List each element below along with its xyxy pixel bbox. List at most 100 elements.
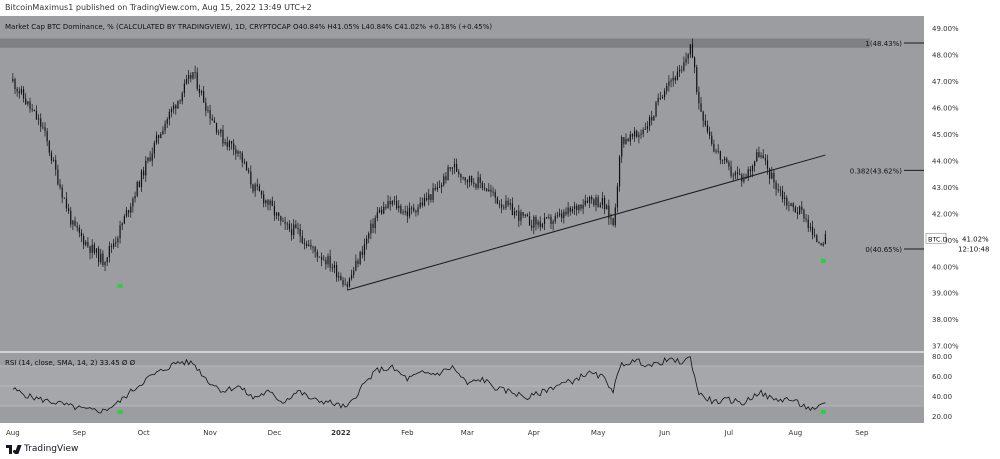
candle-body — [72, 220, 74, 225]
candle-body — [323, 259, 325, 261]
candle-body — [162, 130, 164, 135]
candle-body — [348, 278, 351, 287]
candle-body — [608, 205, 610, 219]
candle-body — [398, 205, 400, 209]
candle-body — [603, 198, 606, 210]
bottom-signal-marker — [820, 258, 826, 263]
candle-body — [44, 127, 46, 132]
candle-body — [389, 201, 391, 205]
candle-body — [567, 207, 569, 215]
candle-body — [520, 212, 522, 221]
candle-body — [87, 241, 89, 247]
candle-body — [378, 209, 381, 213]
candle-body — [415, 210, 417, 213]
candle-body — [220, 129, 222, 133]
candle-body — [106, 257, 108, 263]
candle-body — [698, 92, 700, 104]
time-axis-tick: Feb — [401, 429, 414, 437]
candle-body — [143, 170, 145, 176]
candle-body — [794, 207, 796, 213]
candle-body — [318, 256, 321, 258]
candle-body — [717, 150, 719, 152]
price-axis-tick: 43.00% — [932, 184, 959, 192]
candle-body — [535, 216, 537, 225]
candle-body — [393, 200, 396, 202]
candle-body — [689, 44, 691, 55]
candle-body — [316, 251, 318, 257]
candle-body — [537, 221, 539, 225]
candle-body — [496, 197, 498, 204]
candle-body — [494, 192, 496, 198]
candle-body — [177, 100, 179, 109]
candle-body — [387, 201, 389, 209]
candle-body — [679, 69, 681, 72]
candle-body — [110, 246, 113, 248]
candle-body — [297, 228, 299, 230]
candle-body — [408, 207, 411, 217]
candle-body — [260, 191, 263, 195]
candle-body — [464, 177, 466, 181]
candle-body — [166, 119, 168, 124]
candle-body — [747, 169, 749, 179]
candle-body — [404, 211, 406, 213]
candle-body — [571, 208, 574, 212]
candle-body — [303, 242, 306, 244]
candle-body — [12, 79, 14, 81]
candle-body — [792, 203, 794, 208]
candle-body — [801, 206, 803, 210]
candle-body — [726, 158, 728, 163]
candle-body — [524, 214, 526, 216]
candle-body — [552, 221, 554, 224]
candle-body — [267, 200, 269, 205]
candle-body — [513, 211, 516, 216]
candle-body — [702, 111, 704, 121]
tradingview-logo[interactable]: TradingView — [6, 443, 78, 455]
candle-body — [400, 205, 402, 213]
candle-body — [136, 181, 138, 196]
candle-body — [335, 265, 338, 278]
candle-body — [325, 259, 327, 265]
candle-body — [91, 244, 93, 253]
candle-body — [203, 91, 205, 103]
candle-body — [711, 135, 713, 144]
candle-body — [363, 244, 366, 255]
candle-body — [235, 149, 237, 154]
candle-body — [76, 225, 78, 228]
candle-body — [145, 160, 147, 176]
candle-body — [531, 225, 533, 228]
time-axis-tick: 2022 — [331, 429, 351, 437]
candle-body — [218, 132, 220, 134]
chart-svg[interactable]: 1(48.43%) 0.382(43.62%) 0(40.65%) 49.00% 48… — [0, 16, 1000, 440]
candle-body — [676, 71, 679, 81]
candle-body — [550, 216, 552, 224]
candle-body — [138, 181, 140, 187]
rsi-signal-marker — [820, 410, 826, 414]
candle-body — [85, 241, 87, 245]
candle-body — [123, 216, 125, 224]
candle-body — [40, 118, 42, 127]
candle-body — [357, 260, 359, 265]
chart-area[interactable]: 1(48.43%) 0.382(43.62%) 0(40.65%) 49.00% 48… — [0, 16, 1000, 444]
candle-body — [35, 110, 38, 120]
candle-body — [511, 203, 513, 216]
candle-body — [168, 111, 170, 120]
candle-body — [22, 89, 25, 99]
candle-body — [809, 226, 811, 228]
candle-body — [128, 210, 130, 213]
candle-body — [273, 205, 276, 216]
candle-body — [612, 218, 614, 226]
candle-body — [481, 182, 483, 188]
candle-body — [37, 118, 40, 120]
candle-body — [580, 204, 582, 209]
price-axis-tick: 47.00% — [932, 78, 959, 86]
candle-body — [814, 234, 816, 236]
candle-body — [820, 243, 822, 246]
candle-body — [719, 151, 721, 160]
candle-body — [213, 120, 215, 123]
candle-body — [188, 75, 190, 80]
candle-body — [301, 236, 303, 243]
candle-body — [355, 260, 357, 271]
candle-body — [331, 267, 333, 269]
candle-body — [441, 184, 443, 187]
candle-body — [20, 89, 23, 94]
